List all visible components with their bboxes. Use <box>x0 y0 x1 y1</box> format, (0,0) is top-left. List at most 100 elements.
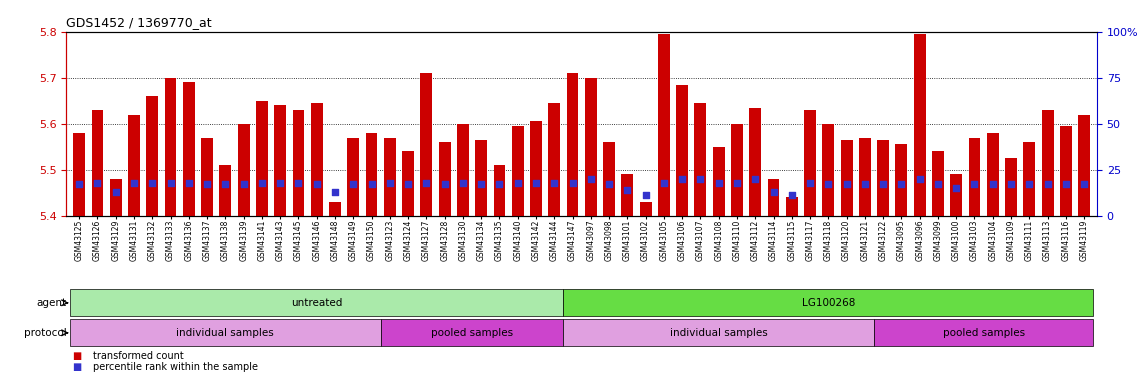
Bar <box>365 133 378 216</box>
Point <box>783 192 802 198</box>
Bar <box>380 319 563 346</box>
Point <box>161 180 180 186</box>
Bar <box>987 133 998 216</box>
Point <box>600 182 618 188</box>
Point <box>563 180 582 186</box>
Bar <box>530 122 542 216</box>
Point <box>692 176 710 182</box>
Point <box>965 182 984 188</box>
Bar <box>677 85 688 216</box>
Point <box>1002 182 1020 188</box>
Bar <box>347 138 360 216</box>
Point <box>855 182 874 188</box>
Bar <box>1079 115 1090 216</box>
Text: individual samples: individual samples <box>176 328 275 338</box>
Point <box>472 182 490 188</box>
Bar <box>712 147 725 216</box>
Point <box>235 182 253 188</box>
Bar <box>695 103 706 216</box>
Bar <box>292 110 305 216</box>
Point <box>637 192 655 198</box>
Point <box>527 180 545 186</box>
Bar <box>548 103 560 216</box>
Bar <box>475 140 487 216</box>
Bar <box>563 319 874 346</box>
Text: pooled samples: pooled samples <box>942 328 1025 338</box>
Bar <box>822 124 835 216</box>
Point <box>308 182 326 188</box>
Bar <box>859 138 871 216</box>
Bar <box>92 110 103 216</box>
Bar <box>384 138 396 216</box>
Bar <box>457 124 468 216</box>
Point <box>984 182 1002 188</box>
Bar <box>329 202 341 216</box>
Point <box>180 180 198 186</box>
Bar <box>512 126 523 216</box>
Text: agent: agent <box>37 298 66 308</box>
Bar <box>256 101 268 216</box>
Point <box>892 182 910 188</box>
Point <box>800 180 819 186</box>
Bar <box>70 290 563 316</box>
Bar <box>493 165 505 216</box>
Bar <box>402 152 414 216</box>
Bar <box>183 82 195 216</box>
Point <box>70 182 88 188</box>
Point <box>947 185 965 191</box>
Point <box>253 180 271 186</box>
Point <box>929 182 947 188</box>
Point <box>417 180 435 186</box>
Point <box>819 182 837 188</box>
Bar <box>1060 126 1072 216</box>
Bar <box>165 78 176 216</box>
Bar <box>275 105 286 216</box>
Text: GDS1452 / 1369770_at: GDS1452 / 1369770_at <box>66 16 212 29</box>
Bar <box>238 124 250 216</box>
Bar <box>73 133 85 216</box>
Bar <box>1005 158 1017 216</box>
Bar <box>658 34 670 216</box>
Point <box>290 180 308 186</box>
Point <box>673 176 692 182</box>
Bar <box>310 103 323 216</box>
Bar <box>585 78 597 216</box>
Point <box>326 189 345 195</box>
Bar <box>877 140 889 216</box>
Point <box>1039 182 1057 188</box>
Point <box>106 189 125 195</box>
Text: protocol: protocol <box>24 328 66 338</box>
Bar <box>147 96 158 216</box>
Point <box>618 187 637 193</box>
Bar <box>731 124 743 216</box>
Bar <box>749 108 761 216</box>
Point <box>837 182 855 188</box>
Bar <box>1042 110 1053 216</box>
Bar <box>932 152 943 216</box>
Bar <box>622 174 633 216</box>
Point <box>1057 182 1075 188</box>
Bar <box>804 110 816 216</box>
Point <box>216 182 235 188</box>
Point <box>88 180 106 186</box>
Bar <box>914 34 925 216</box>
Bar <box>785 197 798 216</box>
Bar <box>840 140 853 216</box>
Bar <box>950 174 962 216</box>
Point <box>490 182 508 188</box>
Text: individual samples: individual samples <box>670 328 767 338</box>
Point <box>545 180 563 186</box>
Bar <box>969 138 980 216</box>
Point <box>710 180 728 186</box>
Point <box>125 180 143 186</box>
Text: pooled samples: pooled samples <box>431 328 513 338</box>
Point <box>874 182 892 188</box>
Point <box>435 182 453 188</box>
Bar <box>567 73 578 216</box>
Point <box>380 180 398 186</box>
Point <box>345 182 363 188</box>
Bar <box>767 179 780 216</box>
Point <box>508 180 527 186</box>
Bar <box>874 319 1093 346</box>
Bar <box>895 144 907 216</box>
